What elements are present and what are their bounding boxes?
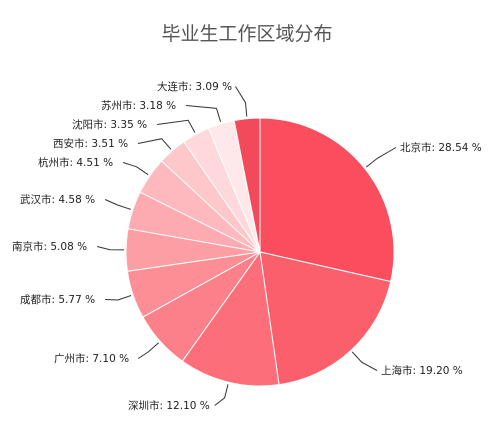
slice-label-武汉市: 武汉市: 4.58 % [20, 193, 95, 206]
pie-slices [125, 117, 395, 387]
pie-slice-深圳市 [181, 250, 280, 387]
leader-line-深圳市 [214, 384, 229, 406]
slice-label-苏州市: 苏州市: 3.18 % [101, 99, 176, 112]
slice-label-沈阳市: 沈阳市: 3.35 % [72, 118, 147, 131]
slice-label-西安市: 西安市: 3.51 % [53, 137, 128, 150]
slice-labels: 北京市: 28.54 % 上海市: 19.20 % 深圳市: 12.10 % 广州市:… [12, 80, 482, 412]
pie-slice-上海市 [259, 251, 392, 386]
leader-line-南京市 [96, 246, 125, 251]
slice-label-大连市: 大连市: 3.09 % [157, 80, 232, 93]
leader-line-杭州市 [122, 162, 149, 176]
leader-line-武汉市 [104, 199, 131, 210]
pie-slice-大连市 [233, 117, 261, 253]
leader-line-大连市 [235, 86, 248, 117]
slice-label-深圳市: 深圳市: 12.10 % [128, 399, 210, 412]
slice-label-上海市: 上海市: 19.20 % [381, 364, 463, 377]
slice-label-杭州市: 杭州市: 4.51 % [38, 156, 113, 169]
pie-slice-北京市 [259, 117, 395, 283]
slice-label-南京市: 南京市: 5.08 % [12, 240, 87, 253]
leader-line-苏州市 [186, 105, 222, 122]
leader-lines [96, 86, 397, 406]
leader-line-西安市 [138, 138, 172, 150]
slice-label-广州市: 广州市: 7.10 % [54, 352, 129, 365]
leader-line-上海市 [351, 351, 378, 371]
leader-line-沈阳市 [157, 119, 196, 133]
leader-line-北京市 [365, 147, 397, 168]
chart-title: 毕业生工作区域分布 [161, 23, 332, 45]
slice-label-成都市: 成都市: 5.77 % [20, 293, 95, 306]
leader-line-广州市 [137, 342, 159, 359]
slice-label-北京市: 北京市: 28.54 % [400, 141, 482, 154]
leader-line-成都市 [105, 295, 132, 301]
